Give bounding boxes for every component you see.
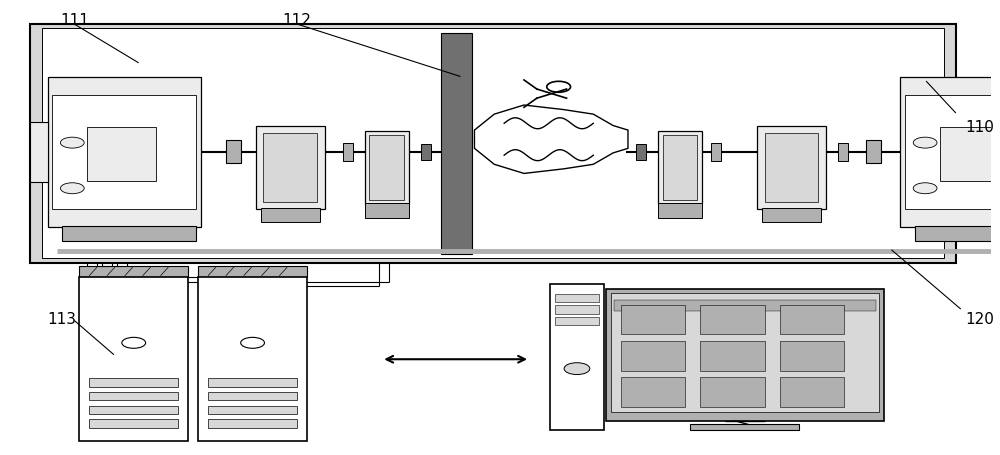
- Bar: [606, 289, 884, 421]
- Bar: [780, 341, 844, 371]
- Bar: [905, 96, 1000, 209]
- Bar: [30, 25, 956, 264]
- Bar: [866, 141, 881, 164]
- Bar: [441, 34, 472, 255]
- Bar: [690, 425, 799, 430]
- Bar: [263, 133, 317, 202]
- Circle shape: [60, 183, 84, 194]
- Bar: [226, 141, 241, 164]
- Bar: [658, 131, 702, 205]
- Bar: [757, 127, 826, 209]
- Bar: [555, 294, 599, 303]
- Bar: [87, 127, 156, 182]
- Bar: [208, 379, 297, 387]
- Bar: [621, 341, 685, 371]
- Bar: [198, 278, 307, 441]
- Circle shape: [547, 82, 571, 93]
- Bar: [762, 208, 821, 223]
- Bar: [208, 406, 297, 414]
- Bar: [940, 127, 1000, 182]
- Bar: [611, 293, 879, 412]
- Bar: [62, 227, 196, 241]
- Bar: [208, 392, 297, 400]
- Circle shape: [241, 338, 264, 349]
- Bar: [621, 378, 685, 407]
- Bar: [700, 305, 765, 334]
- Bar: [900, 77, 1000, 228]
- Text: 113: 113: [48, 311, 77, 326]
- Bar: [89, 379, 178, 387]
- Bar: [555, 317, 599, 325]
- Bar: [658, 204, 702, 218]
- Bar: [30, 122, 48, 182]
- Bar: [42, 29, 944, 258]
- Bar: [89, 420, 178, 428]
- Bar: [550, 284, 604, 430]
- Bar: [369, 136, 404, 200]
- Bar: [700, 378, 765, 407]
- Bar: [89, 392, 178, 400]
- Text: 120: 120: [966, 311, 995, 326]
- Bar: [765, 133, 818, 202]
- Circle shape: [913, 138, 937, 149]
- Bar: [256, 127, 325, 209]
- Circle shape: [60, 138, 84, 149]
- Circle shape: [122, 338, 146, 349]
- Bar: [780, 378, 844, 407]
- Text: 110: 110: [966, 120, 995, 135]
- Polygon shape: [474, 106, 628, 174]
- Bar: [614, 300, 876, 312]
- Bar: [365, 204, 409, 218]
- Bar: [711, 143, 721, 162]
- Bar: [421, 144, 431, 161]
- Bar: [261, 208, 320, 223]
- Bar: [636, 144, 646, 161]
- Bar: [89, 406, 178, 414]
- Bar: [79, 278, 188, 441]
- Bar: [663, 136, 697, 200]
- Bar: [79, 266, 188, 278]
- Bar: [555, 306, 599, 314]
- Circle shape: [564, 363, 590, 375]
- Bar: [343, 143, 353, 162]
- Bar: [838, 143, 848, 162]
- Text: 112: 112: [283, 13, 312, 28]
- Bar: [208, 420, 297, 428]
- Bar: [780, 305, 844, 334]
- Bar: [621, 305, 685, 334]
- Text: 111: 111: [60, 13, 89, 28]
- Bar: [700, 341, 765, 371]
- Bar: [915, 227, 1000, 241]
- Bar: [52, 96, 196, 209]
- Bar: [48, 77, 201, 228]
- Bar: [198, 266, 307, 278]
- Circle shape: [913, 183, 937, 194]
- Bar: [472, 34, 626, 255]
- Bar: [365, 131, 409, 205]
